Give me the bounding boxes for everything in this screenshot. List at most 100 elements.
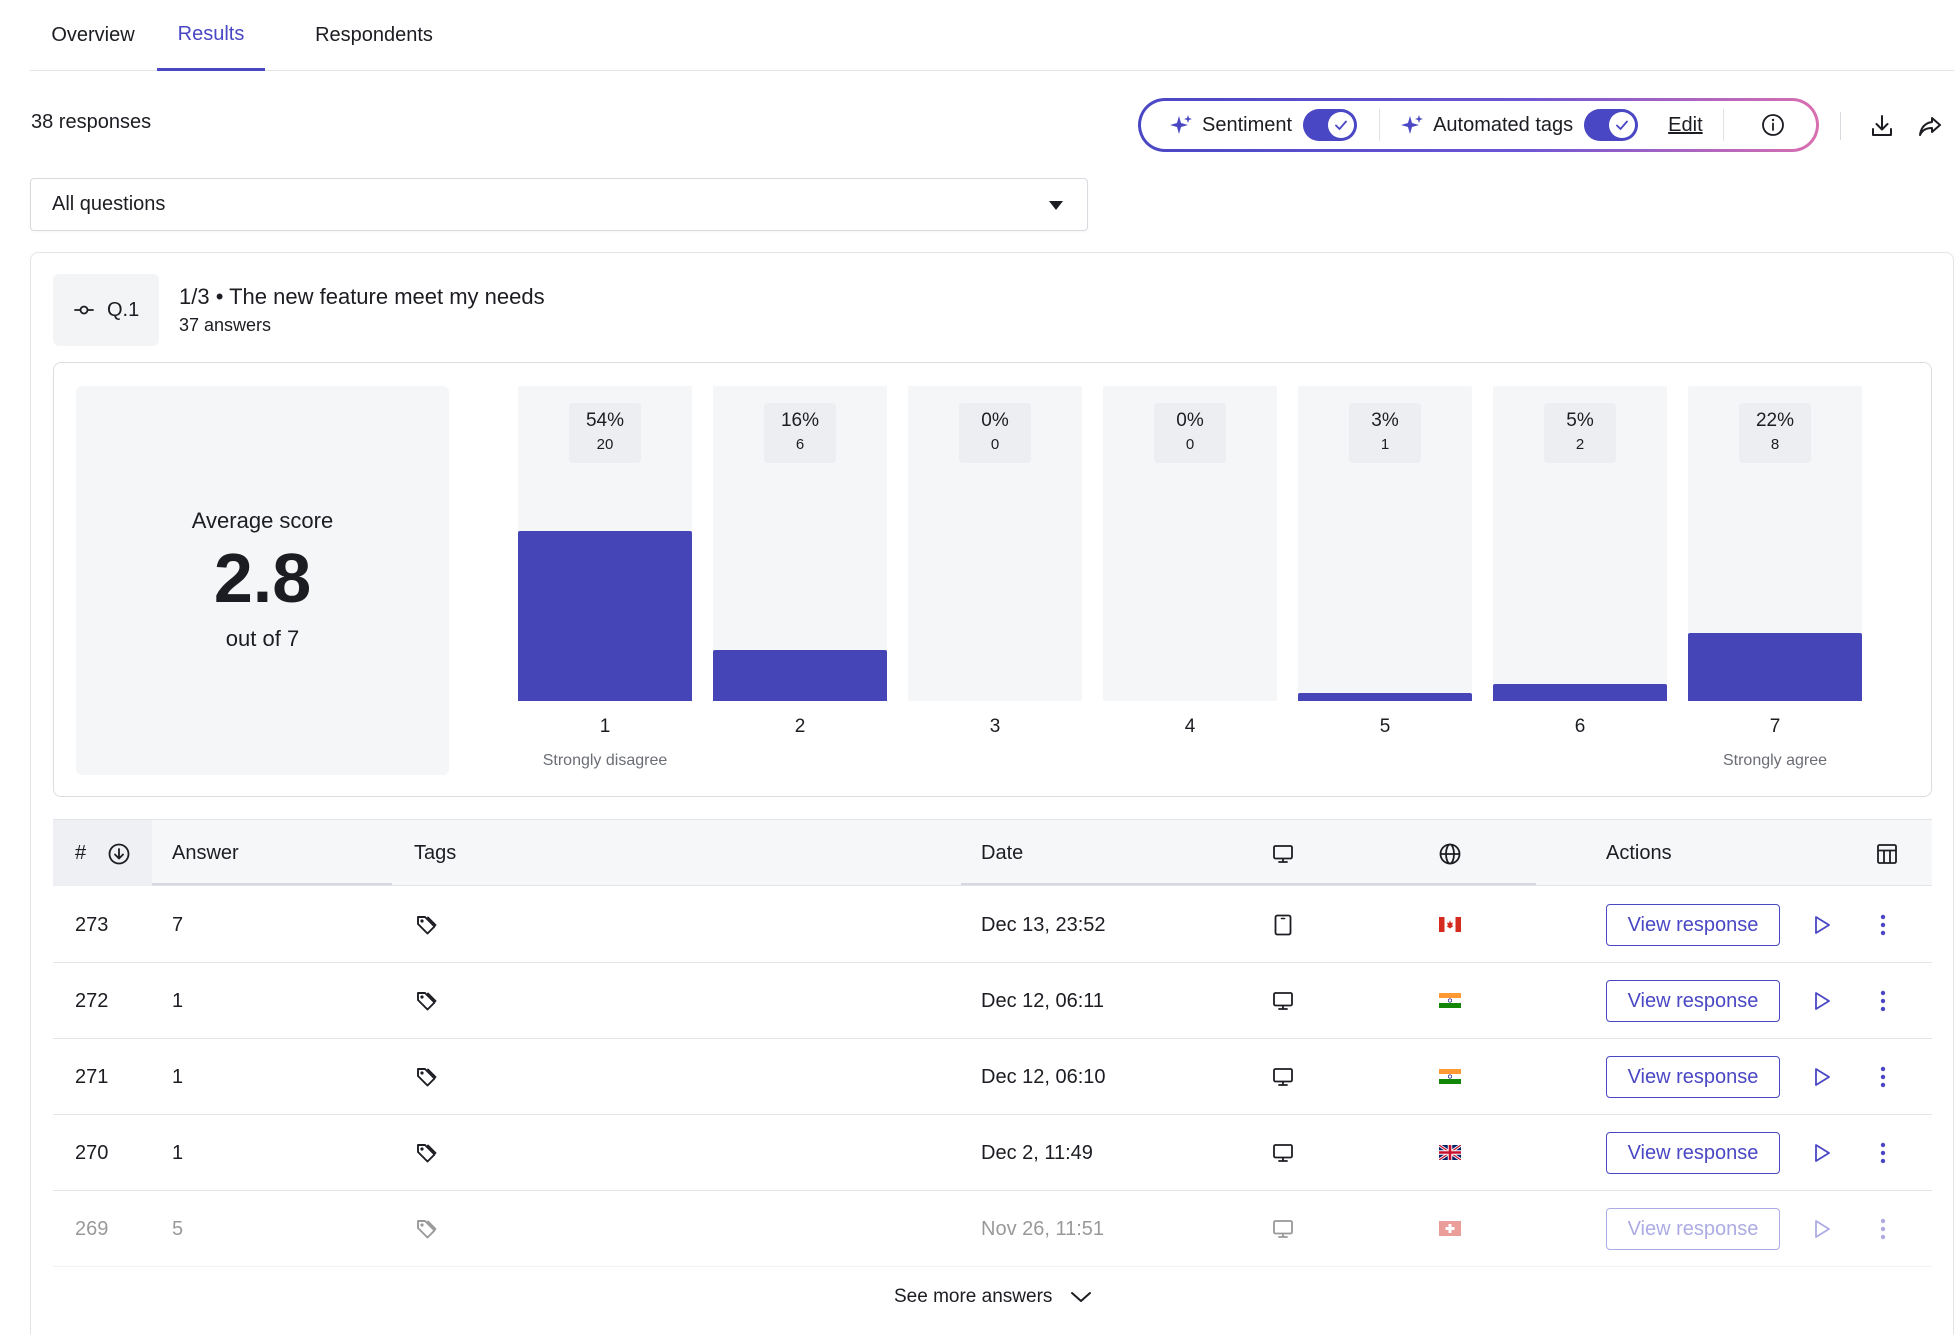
response-id: 269	[75, 1217, 109, 1240]
question-title: 1/3 • The new feature meet my needs	[179, 284, 545, 309]
desktop-icon	[1273, 845, 1293, 863]
bar-track-1: 54% 20	[518, 386, 692, 701]
view-response-button[interactable]: View response	[1606, 980, 1780, 1022]
header-answer[interactable]: Answer	[172, 841, 239, 864]
bar-percent-label: 5%	[1566, 410, 1594, 431]
bar-category-label: 6	[1574, 716, 1586, 737]
question-select-value: All questions	[52, 193, 166, 215]
view-response-button[interactable]: View response	[1606, 1132, 1780, 1174]
response-date: Dec 12, 06:11	[981, 989, 1105, 1012]
bar-category-label: 4	[1184, 716, 1196, 737]
bar-percent-label: 0%	[1176, 410, 1204, 431]
response-id: 270	[75, 1141, 109, 1164]
play-icon[interactable]	[1811, 1066, 1833, 1093]
edit-tags-link[interactable]: Edit	[1668, 113, 1703, 136]
see-more-answers-button[interactable]: See more answers	[894, 1286, 1092, 1308]
bar-2[interactable]	[713, 649, 887, 701]
tag-icon[interactable]	[414, 1141, 438, 1170]
bar-count-label: 0	[1185, 436, 1195, 453]
view-response-button[interactable]: View response	[1606, 1208, 1780, 1250]
automated-tags-label: Automated tags	[1433, 113, 1574, 136]
header-actions: Actions	[1606, 841, 1672, 864]
bar-6[interactable]	[1493, 683, 1667, 701]
more-vertical-icon[interactable]	[1879, 1065, 1887, 1094]
sparkle-icon	[1401, 115, 1424, 134]
table-row: 273 7 Dec 13, 23:52 View response	[53, 887, 1932, 963]
bar-5[interactable]	[1298, 692, 1472, 701]
slider-scale-icon	[74, 305, 94, 315]
bar-percent-label: 54%	[585, 410, 625, 431]
desktop-icon	[1271, 1065, 1295, 1094]
bar-track-3: 0% 0	[908, 386, 1082, 701]
flag-canada-icon	[1439, 917, 1461, 937]
more-vertical-icon[interactable]	[1879, 1141, 1887, 1170]
results-tabs: Overview Results Respondents	[30, 0, 1954, 71]
average-score-scale: out of 7	[225, 626, 300, 651]
flag-switzerland-icon	[1439, 1221, 1461, 1241]
chevron-down-icon	[1071, 1292, 1092, 1302]
question-select[interactable]: All questions	[30, 178, 1088, 231]
play-icon[interactable]	[1811, 990, 1833, 1017]
divider	[1840, 112, 1841, 140]
bar-percent-label: 22%	[1755, 410, 1795, 431]
columns-settings-icon[interactable]	[1875, 842, 1899, 866]
more-vertical-icon[interactable]	[1879, 1217, 1887, 1246]
question-answer-count: 37 answers	[179, 315, 272, 335]
bar-data-label: 16% 6	[764, 403, 836, 463]
tag-icon[interactable]	[414, 1065, 438, 1094]
tag-icon[interactable]	[414, 1217, 438, 1246]
tab-respondents[interactable]: Respondents	[315, 24, 433, 46]
tab-results[interactable]: Results	[157, 0, 265, 71]
bar-category-label: 1	[599, 716, 611, 737]
divider	[1379, 109, 1381, 141]
sentiment-toggle[interactable]	[1303, 109, 1358, 141]
caret-down-icon	[1049, 201, 1063, 210]
tag-icon[interactable]	[414, 913, 438, 942]
response-date: Dec 13, 23:52	[981, 913, 1106, 936]
bar-category-label: 7	[1769, 716, 1781, 737]
sparkle-icon	[1170, 115, 1192, 134]
response-date: Dec 12, 06:10	[981, 1065, 1106, 1088]
see-more-label: See more answers	[894, 1286, 1053, 1307]
automated-tags-toggle[interactable]	[1584, 109, 1639, 141]
answer-value: 1	[172, 1065, 184, 1088]
bar-data-label: 22% 8	[1739, 403, 1811, 463]
header-date[interactable]: Date	[981, 841, 1024, 864]
bar-category-label: 5	[1379, 716, 1391, 737]
play-icon[interactable]	[1811, 1142, 1833, 1169]
bar-1[interactable]	[518, 530, 692, 701]
header-tags[interactable]: Tags	[414, 841, 457, 864]
question-number: Q.1	[107, 298, 140, 321]
bar-track-7: 22% 8	[1688, 386, 1862, 701]
table-row: 270 1 Dec 2, 11:49 View response	[53, 1115, 1932, 1191]
average-score-label: Average score	[191, 508, 334, 533]
bar-data-label: 3% 1	[1349, 403, 1421, 463]
desktop-icon	[1271, 989, 1295, 1018]
play-icon[interactable]	[1811, 1218, 1833, 1245]
info-icon[interactable]	[1760, 112, 1786, 138]
tab-overview[interactable]: Overview	[51, 24, 135, 46]
globe-icon	[1439, 843, 1461, 865]
bar-percent-label: 3%	[1371, 410, 1399, 431]
bar-track-5: 3% 1	[1298, 386, 1472, 701]
table-header: # Answer Tags Date Actions	[53, 820, 1932, 886]
view-response-button[interactable]: View response	[1606, 904, 1780, 946]
bar-7[interactable]	[1688, 632, 1862, 701]
more-vertical-icon[interactable]	[1879, 913, 1887, 942]
share-icon[interactable]	[1916, 112, 1944, 140]
bar-data-label: 54% 20	[569, 403, 641, 463]
answer-value: 7	[172, 913, 184, 936]
play-icon[interactable]	[1811, 914, 1833, 941]
tablet-icon	[1271, 913, 1295, 942]
chart-container	[53, 362, 1932, 797]
sort-descending-icon[interactable]	[107, 842, 131, 866]
desktop-icon	[1271, 1217, 1295, 1246]
more-vertical-icon[interactable]	[1879, 989, 1887, 1018]
bar-count-label: 1	[1380, 436, 1390, 453]
scale-low-label: Strongly disagree	[542, 752, 668, 769]
download-icon[interactable]	[1868, 112, 1896, 140]
tag-icon[interactable]	[414, 989, 438, 1018]
view-response-button[interactable]: View response	[1606, 1056, 1780, 1098]
question-badge: Q.1	[53, 274, 159, 346]
bar-count-label: 8	[1770, 436, 1780, 453]
